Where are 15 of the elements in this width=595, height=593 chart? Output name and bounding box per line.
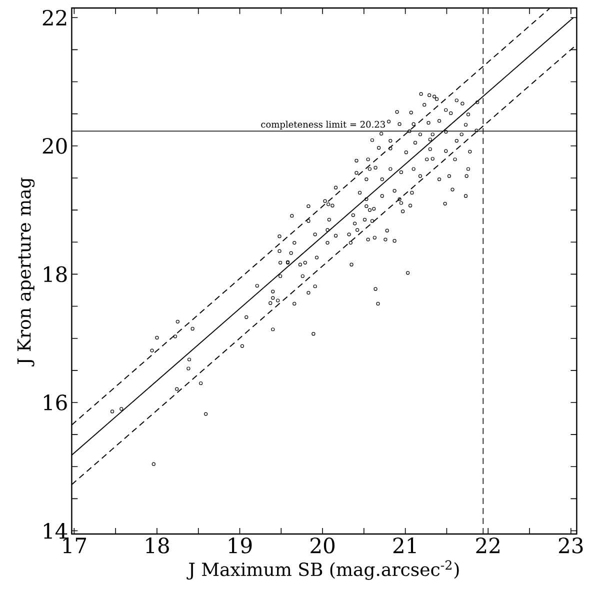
x-tick-label: 20: [310, 538, 335, 554]
y-tick-label: 22: [42, 10, 66, 26]
x-tick-label: 21: [393, 538, 416, 554]
y-tick-label: 16: [44, 394, 67, 410]
x-tick-label: 17: [63, 538, 86, 554]
ref-line-label: completeness limit = 20.23: [261, 120, 385, 130]
y-tick-label: 20: [42, 138, 67, 154]
x-tick-label: 22: [476, 538, 500, 554]
y-axis-title: J Kron aperture mag: [17, 178, 35, 366]
y-tick-label: 14: [44, 522, 68, 539]
x-tick-label: 18: [146, 538, 169, 554]
y-tick-label: 18: [44, 266, 67, 282]
x-axis-title: J Maximum SB (mag.arcsec$^{-2}$): [186, 560, 459, 580]
x-tick-label: 23: [558, 538, 583, 554]
x-tick-label: 19: [228, 538, 252, 554]
